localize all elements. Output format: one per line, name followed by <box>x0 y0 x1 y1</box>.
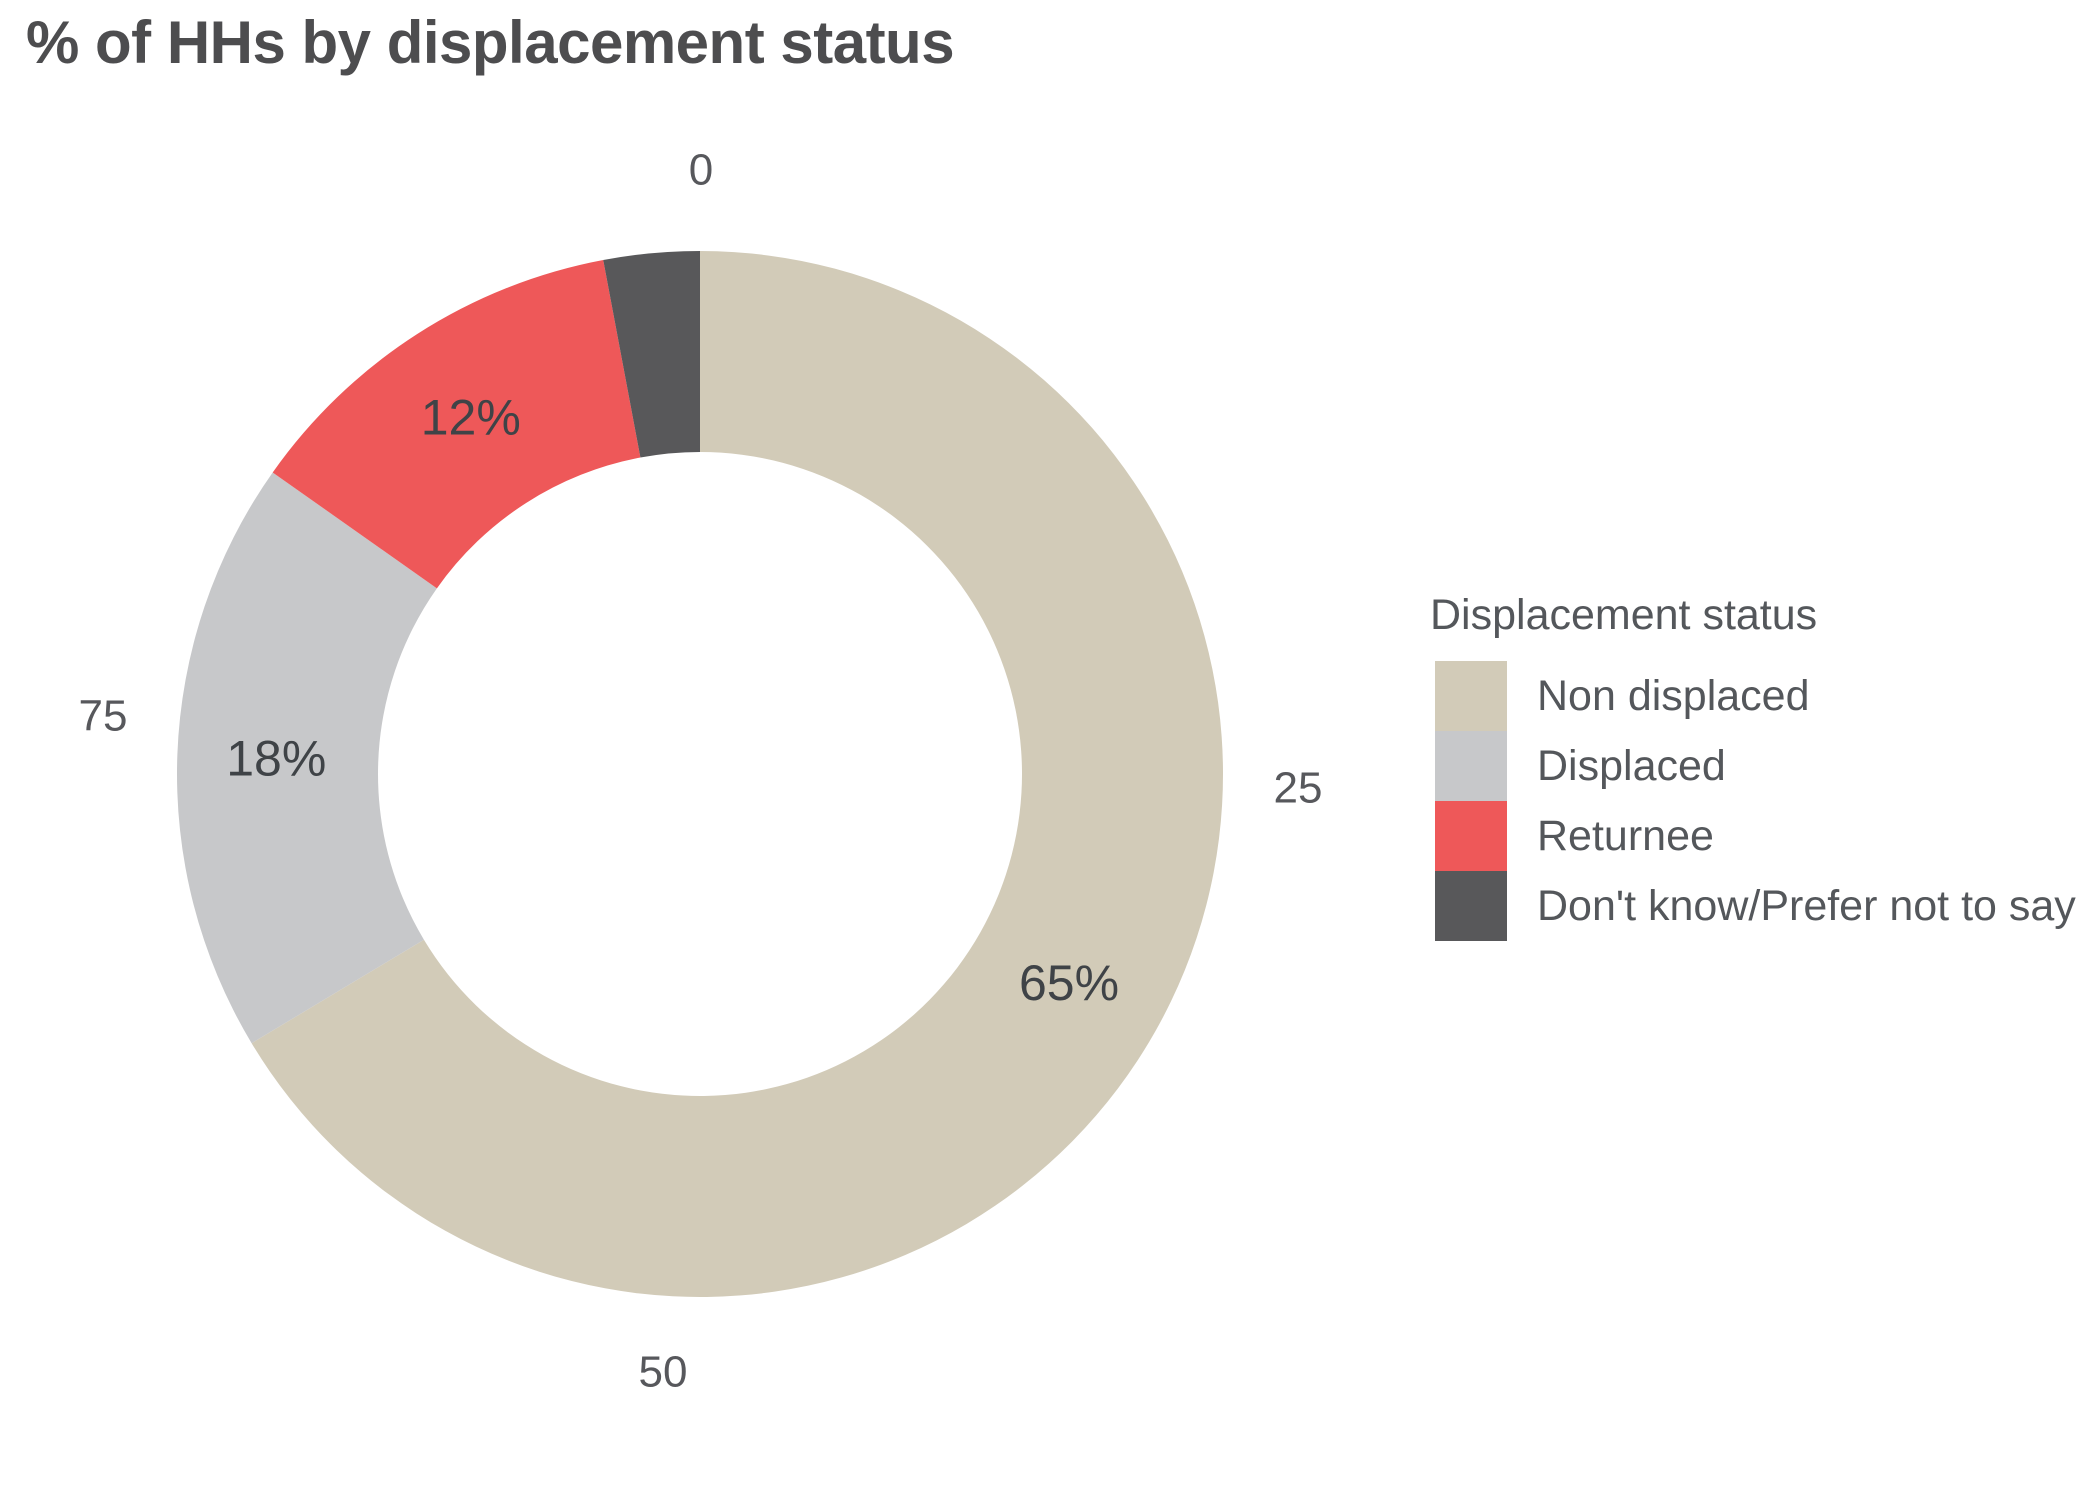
scale-tick-0: 0 <box>689 146 713 195</box>
slice-label-non-displaced: 65% <box>1019 955 1119 1011</box>
legend-item-non-displaced[interactable]: Non displaced <box>1435 661 2050 732</box>
scale-tick-50: 50 <box>639 1348 688 1397</box>
legend-title: Displacement status <box>1430 591 1818 639</box>
legend-item-label: Non displaced <box>1537 671 1810 720</box>
scale-tick-25: 25 <box>1274 764 1323 813</box>
legend-item-label: Returnee <box>1537 811 1714 860</box>
slice-non-displaced[interactable] <box>251 251 1224 1297</box>
legend: Displacement status Non displaced Displa… <box>1430 591 2076 942</box>
scale-tick-75: 75 <box>79 692 128 741</box>
legend-swatch-dont-know-prefer-not-to-say <box>1435 871 1507 942</box>
legend-item-returnee[interactable]: Returnee <box>1435 801 2050 872</box>
donut-slice-labels: 65% 18% 12% <box>226 389 1119 1011</box>
slice-label-returnee: 12% <box>421 389 521 445</box>
legend-rows: Non displaced Displaced Returnee Don't k… <box>1435 661 2076 942</box>
legend-item-dont-know-prefer-not-to-say[interactable]: Don't know/Prefer not to say <box>1435 871 2076 942</box>
legend-item-label: Displaced <box>1537 741 1726 790</box>
donut-scale-ticks: 0 25 50 75 <box>79 146 1323 1397</box>
legend-item-label: Don't know/Prefer not to say <box>1537 881 2076 930</box>
donut-slices <box>177 251 1224 1297</box>
legend-swatch-displaced <box>1435 731 1507 802</box>
legend-swatch-returnee <box>1435 801 1507 872</box>
legend-item-displaced[interactable]: Displaced <box>1435 731 2050 802</box>
chart-title: % of HHs by displacement status <box>26 9 955 76</box>
slice-label-displaced: 18% <box>226 730 326 786</box>
legend-swatch-non-displaced <box>1435 661 1507 732</box>
slice-returnee[interactable] <box>272 260 641 589</box>
slice-don-t-know-prefer-not-to-say[interactable] <box>603 251 700 458</box>
slice-displaced[interactable] <box>177 472 437 1044</box>
